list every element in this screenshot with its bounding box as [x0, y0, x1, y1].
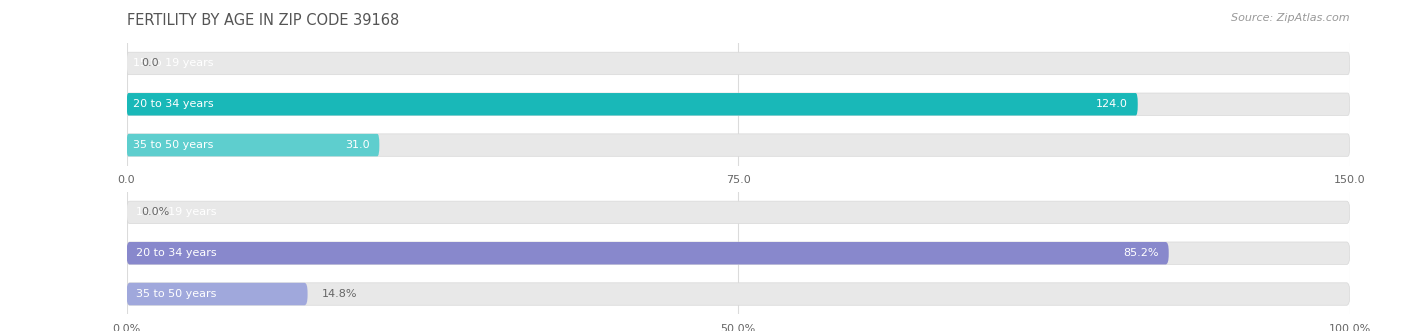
Text: 15 to 19 years: 15 to 19 years — [134, 59, 214, 69]
FancyBboxPatch shape — [127, 242, 1168, 264]
Text: 31.0: 31.0 — [344, 140, 370, 150]
Text: 0.0: 0.0 — [141, 59, 159, 69]
Text: 20 to 34 years: 20 to 34 years — [134, 99, 214, 109]
FancyBboxPatch shape — [127, 242, 1350, 264]
FancyBboxPatch shape — [127, 134, 1350, 156]
FancyBboxPatch shape — [127, 201, 1350, 224]
Text: 20 to 34 years: 20 to 34 years — [136, 248, 217, 258]
Text: 35 to 50 years: 35 to 50 years — [134, 140, 214, 150]
Text: 0.0%: 0.0% — [141, 208, 170, 217]
FancyBboxPatch shape — [127, 283, 308, 305]
Text: 124.0: 124.0 — [1097, 99, 1128, 109]
FancyBboxPatch shape — [127, 283, 1350, 305]
Text: 15 to 19 years: 15 to 19 years — [136, 208, 217, 217]
FancyBboxPatch shape — [127, 93, 1137, 116]
Text: FERTILITY BY AGE IN ZIP CODE 39168: FERTILITY BY AGE IN ZIP CODE 39168 — [127, 13, 399, 28]
Text: Source: ZipAtlas.com: Source: ZipAtlas.com — [1232, 13, 1350, 23]
FancyBboxPatch shape — [127, 93, 1350, 116]
Text: 35 to 50 years: 35 to 50 years — [136, 289, 217, 299]
FancyBboxPatch shape — [127, 134, 380, 156]
FancyBboxPatch shape — [127, 52, 1350, 75]
Text: 14.8%: 14.8% — [322, 289, 357, 299]
Text: 85.2%: 85.2% — [1123, 248, 1159, 258]
